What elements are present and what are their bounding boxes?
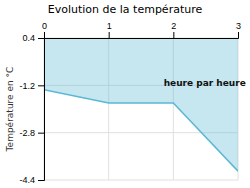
x-tick-mark: [238, 32, 239, 38]
x-tick-label: 3: [236, 21, 241, 31]
y-tick: 0.4: [22, 33, 44, 43]
y-tick-mark: [38, 180, 44, 181]
x-tick-label: 0: [42, 21, 47, 31]
area: [44, 38, 238, 171]
y-tick-label: -4.4: [19, 175, 35, 185]
y-tick-mark: [38, 85, 44, 86]
y-tick: -1.2: [19, 81, 44, 91]
x-tick-mark: [44, 32, 45, 38]
title: Evolution de la température: [48, 3, 203, 16]
y-axis-line: [38, 39, 45, 181]
y-tick: -2.8: [19, 128, 44, 138]
x-tick-label: 1: [107, 21, 112, 31]
x-tick: 3: [236, 21, 241, 38]
x-axis: 0 1 2 3: [42, 21, 241, 39]
plot: 0 1 2 3 0.4 -1.2 -2.8 -4.4 heure par heure: [19, 21, 245, 185]
x-tick: 0: [42, 21, 47, 38]
x-axis-line: [45, 32, 239, 39]
y-tick-label: -1.2: [19, 81, 35, 91]
annotation: heure par heure: [164, 78, 246, 88]
grid-line: [44, 180, 238, 181]
y-tick: -4.4: [19, 175, 44, 185]
y-tick-label: -2.8: [19, 128, 35, 138]
y-axis-title: Température en °C: [5, 67, 15, 153]
x-tick: 1: [107, 21, 112, 38]
x-tick: 2: [171, 21, 176, 38]
y-tick-label: 0.4: [22, 33, 35, 43]
marks: [44, 38, 238, 171]
y-axis: 0.4 -1.2 -2.8 -4.4: [19, 33, 44, 185]
grid: [44, 38, 238, 180]
line: [44, 90, 238, 171]
y-tick-mark: [38, 133, 44, 134]
y-tick-mark: [38, 38, 44, 39]
x-tick-label: 2: [171, 21, 176, 31]
x-tick-mark: [173, 32, 174, 38]
x-tick-mark: [109, 32, 110, 38]
chart: 0 1 2 3 0.4 -1.2 -2.8 -4.4 heure par heure Tempér…: [0, 0, 250, 188]
